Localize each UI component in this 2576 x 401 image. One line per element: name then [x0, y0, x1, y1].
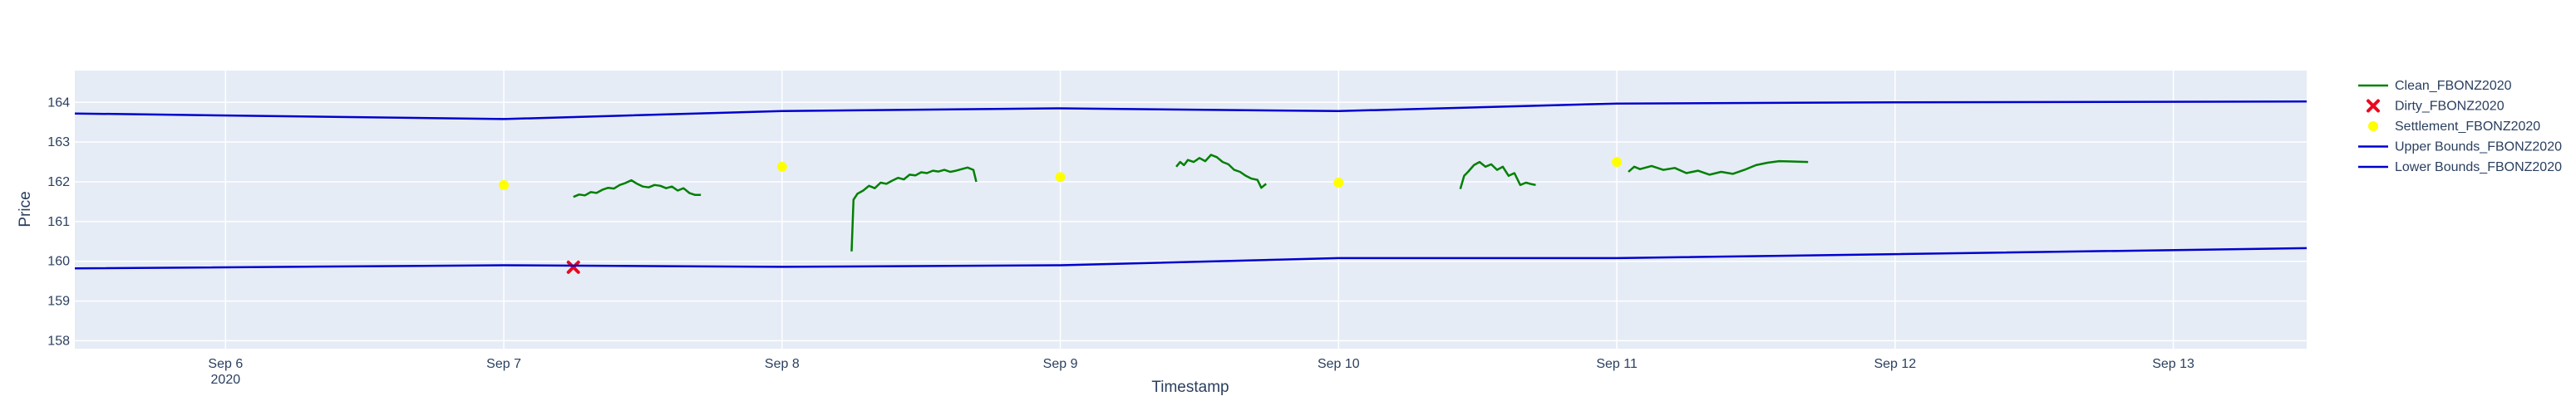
series-settlement-fbonz2020	[499, 157, 1623, 190]
y-axis-ticks: 158 159 160 161 162 163 164	[47, 95, 70, 348]
series-line	[1459, 160, 1536, 189]
series-line	[850, 166, 978, 252]
series-dirty-fbonz2020	[566, 260, 580, 274]
series-line	[573, 178, 702, 198]
series-line	[74, 100, 2308, 120]
x-tick-label: Sep 11	[1596, 357, 1638, 371]
series-line	[1175, 154, 1267, 189]
y-tick-label: 161	[47, 215, 70, 229]
y-tick-label: 160	[47, 255, 70, 269]
legend-item[interactable]: Clean_FBONZ2020	[2358, 79, 2512, 93]
legend-item[interactable]: Dirty_FBONZ2020	[2367, 99, 2505, 114]
y-axis-title: Price	[17, 191, 34, 227]
legend-label: Dirty_FBONZ2020	[2395, 100, 2505, 114]
y-tick-label: 164	[47, 95, 70, 110]
y-tick-label: 163	[47, 135, 70, 149]
plot-background	[75, 71, 2307, 349]
data-point	[1333, 177, 1344, 188]
x-tick-label: Sep 10	[1318, 357, 1360, 371]
legend-swatch	[2367, 99, 2380, 113]
data-point	[1055, 172, 1066, 183]
y-tick-label: 158	[47, 334, 70, 348]
data-point	[566, 260, 580, 274]
legend-label: Lower Bounds_FBONZ2020	[2395, 160, 2562, 174]
series-line	[1628, 159, 1809, 176]
series-clean-fbonz2020	[573, 154, 1809, 252]
x-axis-ticks: Sep 6 2020 Sep 7 Sep 8 Sep 9 Sep 10 Sep 11 Sep …	[208, 357, 2194, 387]
legend-label: Upper Bounds_FBONZ2020	[2395, 140, 2562, 154]
y-tick-label: 159	[47, 295, 70, 309]
x-tick-label: Sep 13	[2152, 357, 2194, 371]
x-tick-label: Sep 7	[486, 357, 521, 371]
legend-label: Clean_FBONZ2020	[2395, 79, 2512, 93]
series-line	[74, 247, 2308, 270]
legend-item[interactable]: Lower Bounds_FBONZ2020	[2358, 160, 2562, 174]
legend-item[interactable]: Settlement_FBONZ2020	[2368, 120, 2540, 134]
legend-swatch	[2368, 121, 2378, 131]
x-axis-title: Timestamp	[1151, 379, 1229, 396]
y-tick-label: 162	[47, 175, 70, 189]
series-layer	[74, 100, 2308, 274]
data-point	[499, 179, 510, 190]
x-tick-sublabel: 2020	[211, 373, 241, 387]
series-upper-bounds-fbonz2020	[74, 100, 2308, 120]
legend: Clean_FBONZ2020 Dirty_FBONZ2020 Settlement…	[2358, 79, 2562, 174]
legend-label: Settlement_FBONZ2020	[2395, 120, 2540, 134]
x-tick-label: Sep 12	[1874, 357, 1916, 371]
data-point	[776, 161, 787, 172]
data-point	[1612, 157, 1623, 168]
x-tick-label: Sep 6	[208, 357, 243, 371]
x-tick-label: Sep 8	[765, 357, 800, 371]
x-tick-label: Sep 9	[1043, 357, 1078, 371]
legend-item[interactable]: Upper Bounds_FBONZ2020	[2358, 140, 2562, 154]
gridlines	[75, 71, 2307, 349]
series-lower-bounds-fbonz2020	[74, 247, 2308, 270]
